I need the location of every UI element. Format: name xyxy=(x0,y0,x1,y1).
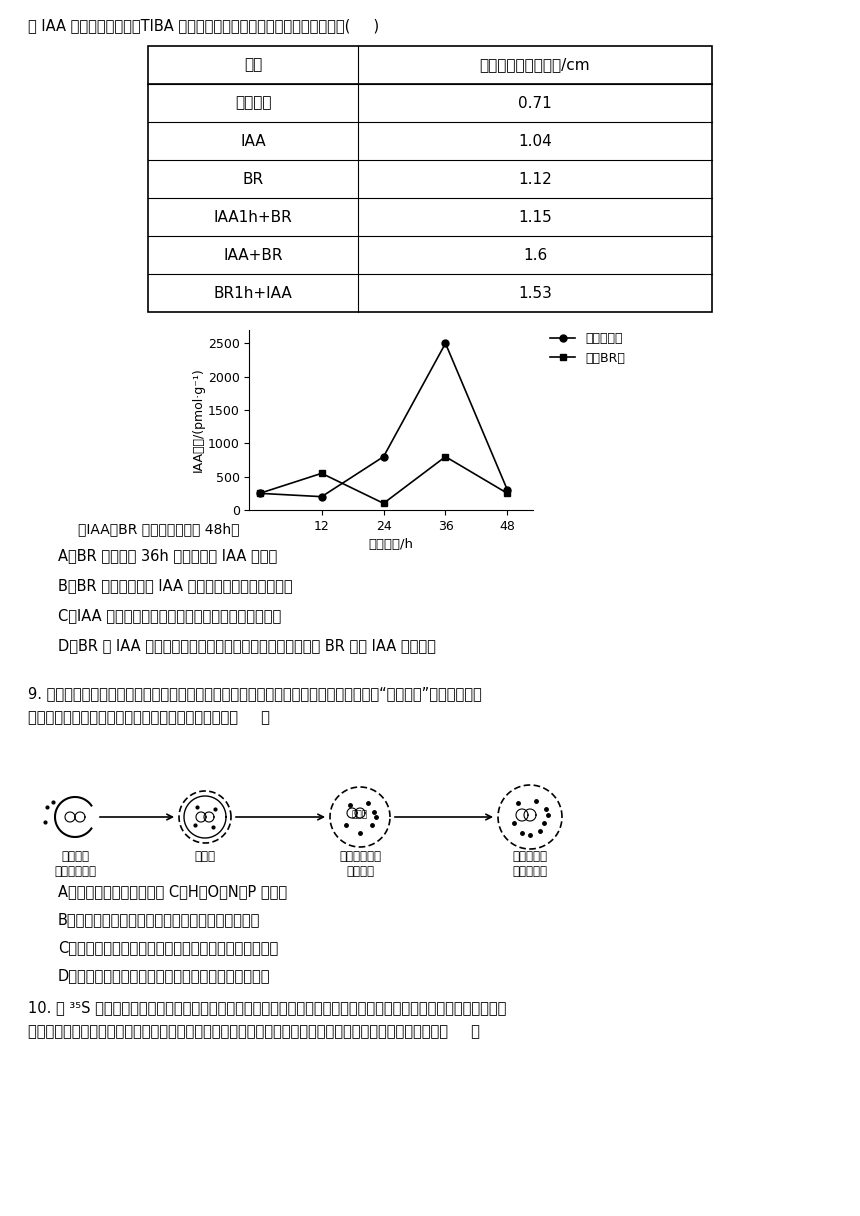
Text: 线粒体及其释放信号蛋白的过程。下列说法错误的是（     ）: 线粒体及其释放信号蛋白的过程。下列说法错误的是（ ） xyxy=(28,710,270,725)
Bar xyxy=(148,46,712,313)
Text: 0.71: 0.71 xyxy=(518,96,552,111)
Text: 处理: 处理 xyxy=(244,57,262,73)
Text: IAA+BR: IAA+BR xyxy=(224,248,283,263)
Text: （IAA、BR 处理胚芽鞘切段 48h）: （IAA、BR 处理胚芽鞘切段 48h） xyxy=(78,522,239,536)
Text: D．BR 和 IAA 的协同作用主要体现在两者同时处理组及先用 BR 再用 IAA 的处理组: D．BR 和 IAA 的协同作用主要体现在两者同时处理组及先用 BR 再用 IA… xyxy=(58,638,436,653)
Text: A．BR 处理超过 36h 后开始抑制 IAA 的合成: A．BR 处理超过 36h 后开始抑制 IAA 的合成 xyxy=(58,548,277,563)
Text: B．BR 可能通过促进 IAA 的合成来促进胚芽鞘的伸长: B．BR 可能通过促进 IAA 的合成来促进胚芽鞘的伸长 xyxy=(58,578,292,593)
Text: 9. 细胞内线粒体受损后会释放出信号蛋白，进而引发细胞非正常死亡。下图表示细胞通过“自噬作用”及时清除受损: 9. 细胞内线粒体受损后会释放出信号蛋白，进而引发细胞非正常死亡。下图表示细胞通… xyxy=(28,686,482,700)
Legend: 空白对照组, 添加BR组: 空白对照组, 添加BR组 xyxy=(545,327,630,370)
Text: 自噬体与溶酶
体的融合: 自噬体与溶酶 体的融合 xyxy=(339,850,381,878)
Text: IAA: IAA xyxy=(240,134,266,148)
Y-axis label: IAA含量/(pmol·g⁻¹): IAA含量/(pmol·g⁻¹) xyxy=(192,367,205,472)
Text: 自噬体: 自噬体 xyxy=(194,850,216,863)
Text: 信号蛋白
受损的线粒体: 信号蛋白 受损的线粒体 xyxy=(54,850,96,878)
Text: 10. 用 ³⁵S 标记一定量的氨基酸，并用来培养哺乳动物的乳腺细胞，测得核糖体、内质网、高尔基体上放射性强度的变: 10. 用 ³⁵S 标记一定量的氨基酸，并用来培养哺乳动物的乳腺细胞，测得核糖体… xyxy=(28,1000,507,1015)
Text: A．线粒体水解产物中含有 C、H、O、N、P 等元素: A．线粒体水解产物中含有 C、H、O、N、P 等元素 xyxy=(58,884,287,899)
Text: 1.12: 1.12 xyxy=(518,171,552,186)
Text: 胚芽鞘切段净伸长量/cm: 胚芽鞘切段净伸长量/cm xyxy=(480,57,590,73)
Text: C．IAA 可通过促进细胞生长进而促进胚芽鞘切段伸长: C．IAA 可通过促进细胞生长进而促进胚芽鞘切段伸长 xyxy=(58,608,281,623)
Text: IAA1h+BR: IAA1h+BR xyxy=(213,209,292,225)
Text: 化曲线（图甲）以及在此过程中高尔基体、内质网、细胞膜面积的变化曲线（图乙）。下列分析不正确的是（     ）: 化曲线（图甲）以及在此过程中高尔基体、内质网、细胞膜面积的变化曲线（图乙）。下列… xyxy=(28,1024,480,1038)
Text: BR1h+IAA: BR1h+IAA xyxy=(213,286,292,300)
Text: D．细胞自噬过程中，溶酶体通过合成水解酶发挥作用: D．细胞自噬过程中，溶酶体通过合成水解酶发挥作用 xyxy=(58,968,271,983)
Text: 1.15: 1.15 xyxy=(518,209,552,225)
Text: 水解酶: 水解酶 xyxy=(352,811,368,820)
Text: C．自噬体与溶酶体的融合体现生物膜具有一定的流动性: C．自噬体与溶酶体的融合体现生物膜具有一定的流动性 xyxy=(58,940,279,955)
X-axis label: 处理时间/h: 处理时间/h xyxy=(369,539,414,551)
Text: 水解酶开始
分解线粒体: 水解酶开始 分解线粒体 xyxy=(513,850,548,878)
Text: 1.53: 1.53 xyxy=(518,286,552,300)
Text: B．线粒体受损后引发细胞死亡的过程属于细胞凋亡: B．线粒体受损后引发细胞死亡的过程属于细胞凋亡 xyxy=(58,912,261,927)
Text: BR: BR xyxy=(243,171,263,186)
Text: 的 IAA 的培养液中处理；TIBA 是生长素极性运输抑制剂。下列分析错误的(     ): 的 IAA 的培养液中处理；TIBA 是生长素极性运输抑制剂。下列分析错误的( … xyxy=(28,18,379,33)
Text: 1.6: 1.6 xyxy=(523,248,547,263)
Text: 空白对照: 空白对照 xyxy=(235,96,271,111)
Text: 1.04: 1.04 xyxy=(518,134,552,148)
